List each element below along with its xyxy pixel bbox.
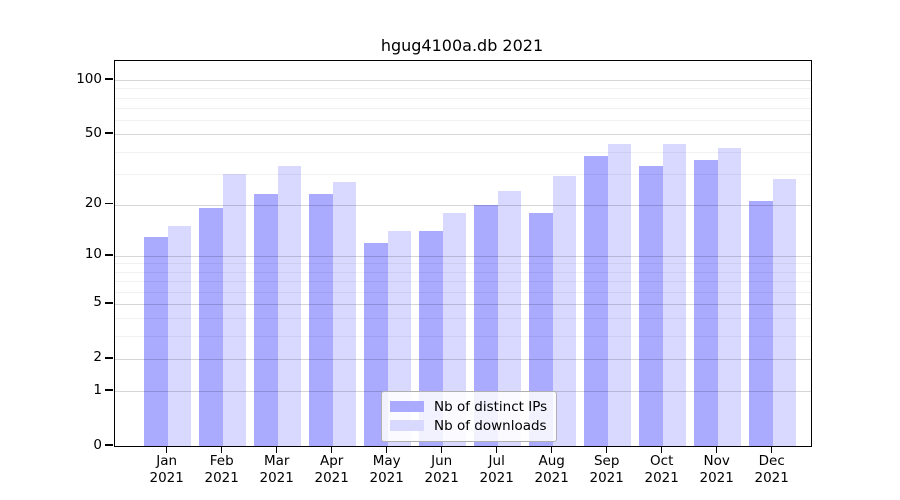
bar-downloads-jul [497,190,521,446]
x-axis-tick-label: Mar 2021 [245,453,309,486]
y-axis-tick-label: 100 [76,70,102,87]
x-axis-label-line: Nov [703,453,730,469]
x-axis-tick-label: Aug 2021 [520,453,584,486]
x-axis-tick-label: Sep 2021 [575,453,639,486]
x-axis-label-line: Jan [156,453,178,469]
bar-distinct-ips-aug [529,212,553,446]
x-axis-label-line: Apr [320,453,344,469]
bar-downloads-jan [167,226,191,446]
x-axis-label-line: May [372,453,401,469]
y-axis-tick-label: 50 [84,124,102,141]
bar-distinct-ips-mar [254,194,278,446]
x-axis-label-line: Jun [431,453,453,469]
x-axis-tick [440,446,443,453]
x-axis-label-line: 2021 [589,469,624,486]
legend-swatch-distinct-ips [390,401,424,412]
bar-distinct-ips-apr [309,194,333,446]
x-axis-tick-label: May 2021 [355,453,419,486]
bar-downloads-nov [717,147,741,446]
y-axis-tick [105,302,113,304]
bar-distinct-ips-nov [694,159,718,446]
bar-downloads-mar [277,166,301,446]
x-axis-label-line: 2021 [479,469,514,486]
y-axis-tick-label: 20 [84,195,102,212]
x-axis-label-line: 2021 [314,469,349,486]
x-axis-label-line: 2021 [149,469,184,486]
y-axis-tick [105,202,113,205]
legend: Nb of distinct IPs Nb of downloads [381,391,558,442]
y-axis-tick [105,254,113,256]
x-axis-label-line: 2021 [424,469,459,486]
x-axis-label-line: Aug [538,453,565,469]
x-axis-label-line: Feb [209,453,234,469]
x-axis-tick-label: Nov 2021 [685,453,749,486]
x-axis-label-line: Sep [593,453,620,469]
x-axis-tick-label: Apr 2021 [300,453,364,486]
x-axis-label-line: Jul [488,453,505,469]
x-axis-tick-label: Jun 2021 [410,453,474,486]
x-axis-tick-label: Oct 2021 [630,453,694,486]
x-axis-tick-label: Jul 2021 [465,453,529,486]
x-axis-tick [660,446,663,453]
x-axis-tick [605,446,608,453]
legend-item-distinct-ips: Nb of distinct IPs [390,397,547,416]
legend-label-downloads: Nb of downloads [434,417,547,434]
x-axis-tick [275,446,278,453]
x-axis-tick [715,446,718,453]
x-axis-label-line: Mar [263,453,290,469]
x-axis-label-line: 2021 [204,469,239,486]
bar-distinct-ips-feb [199,208,223,446]
bars-layer [115,61,811,446]
legend-item-downloads: Nb of downloads [390,416,547,435]
y-axis-tick [105,444,113,446]
bar-distinct-ips-sep [584,155,608,446]
bar-downloads-aug [552,176,576,446]
x-axis-tick-label: Feb 2021 [190,453,254,486]
bar-downloads-jun [442,212,466,446]
bar-downloads-feb [222,173,246,446]
x-axis-tick [330,446,333,453]
y-axis-tick [105,132,113,134]
bar-distinct-ips-jul [474,204,498,446]
x-axis-tick-label: Dec 2021 [740,453,804,486]
bar-distinct-ips-oct [639,166,663,446]
x-axis-label-line: 2021 [259,469,294,486]
bar-downloads-oct [662,144,686,446]
x-axis-tick [165,446,168,453]
x-axis-tick [220,446,223,453]
y-axis-tick-label: 5 [93,294,102,311]
x-axis-tick-label: Jan 2021 [135,453,199,486]
bar-downloads-sep [607,144,631,446]
bar-distinct-ips-jan [144,236,168,446]
y-axis-tick-label: 0 [93,436,102,453]
x-axis-label-line: 2021 [754,469,789,486]
x-axis-label-line: 2021 [644,469,679,486]
x-axis-label-line: 2021 [699,469,734,486]
y-axis-tick-label: 10 [84,246,102,263]
x-axis-tick [495,446,498,453]
y-axis-tick-label: 2 [93,349,102,366]
plot-area: Nb of distinct IPs Nb of downloads [114,60,812,447]
x-axis-label-line: 2021 [369,469,404,486]
y-axis-tick [105,389,113,391]
y-axis-tick-label: 1 [93,381,102,398]
x-axis-label-line: 2021 [534,469,569,486]
y-axis-tick [105,78,113,80]
x-axis-tick [770,446,773,453]
x-axis-label-line: Dec [758,453,785,469]
bar-downloads-dec [772,178,796,446]
x-axis-tick [550,446,553,453]
bar-downloads-apr [332,181,356,446]
y-axis-tick [105,357,113,359]
x-axis-label-line: Oct [650,453,674,469]
chart-title: hgug4100a.db 2021 [380,36,544,55]
legend-swatch-downloads [390,420,424,431]
x-axis-tick [385,446,388,453]
legend-label-distinct-ips: Nb of distinct IPs [434,398,548,415]
bar-distinct-ips-dec [749,200,773,446]
